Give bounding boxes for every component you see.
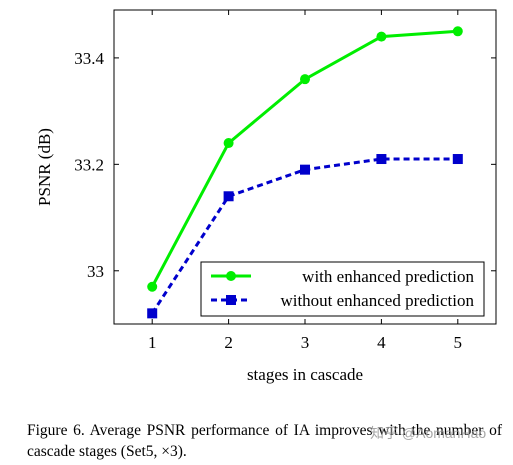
legend-marker-without [226, 295, 236, 305]
data-point [147, 308, 158, 319]
data-point [223, 191, 234, 202]
x-axis-label: stages in cascade [247, 365, 363, 384]
data-point [452, 154, 463, 165]
y-tick-label: 33.4 [74, 49, 104, 68]
data-point [376, 154, 387, 165]
watermark: 知乎 @AomanHao [370, 425, 487, 441]
data-point [300, 164, 310, 175]
legend-label-with: with enhanced prediction [302, 267, 474, 286]
series-line-with-enhanced [150, 29, 458, 288]
x-tick-label: 5 [454, 333, 463, 352]
axis-ticks: 1 2 3 4 5 33 33.2 33.4 [74, 10, 496, 352]
y-axis-label: PSNR (dB) [35, 128, 54, 206]
x-tick-label: 2 [224, 333, 233, 352]
x-tick-label: 4 [377, 333, 386, 352]
y-tick-label: 33.2 [74, 155, 104, 174]
legend-box [200, 261, 485, 317]
data-point [452, 26, 463, 37]
y-tick-label: 33 [87, 262, 104, 281]
data-point [223, 138, 234, 149]
data-point [300, 74, 310, 85]
series-layer [147, 26, 463, 319]
figure-caption: Figure 6. Average PSNR performance of IA… [27, 422, 502, 460]
data-point [147, 281, 158, 292]
x-tick-label: 3 [301, 333, 310, 352]
line-chart: 1 2 3 4 5 33 33.2 33.4 stages in cascade PSNR (… [35, 9, 497, 384]
legend-marker-with [226, 271, 236, 281]
data-point [376, 31, 387, 42]
x-tick-label: 1 [148, 333, 157, 352]
legend-label-without: without enhanced prediction [280, 291, 474, 310]
legend: with enhanced prediction without enhance… [200, 261, 485, 317]
